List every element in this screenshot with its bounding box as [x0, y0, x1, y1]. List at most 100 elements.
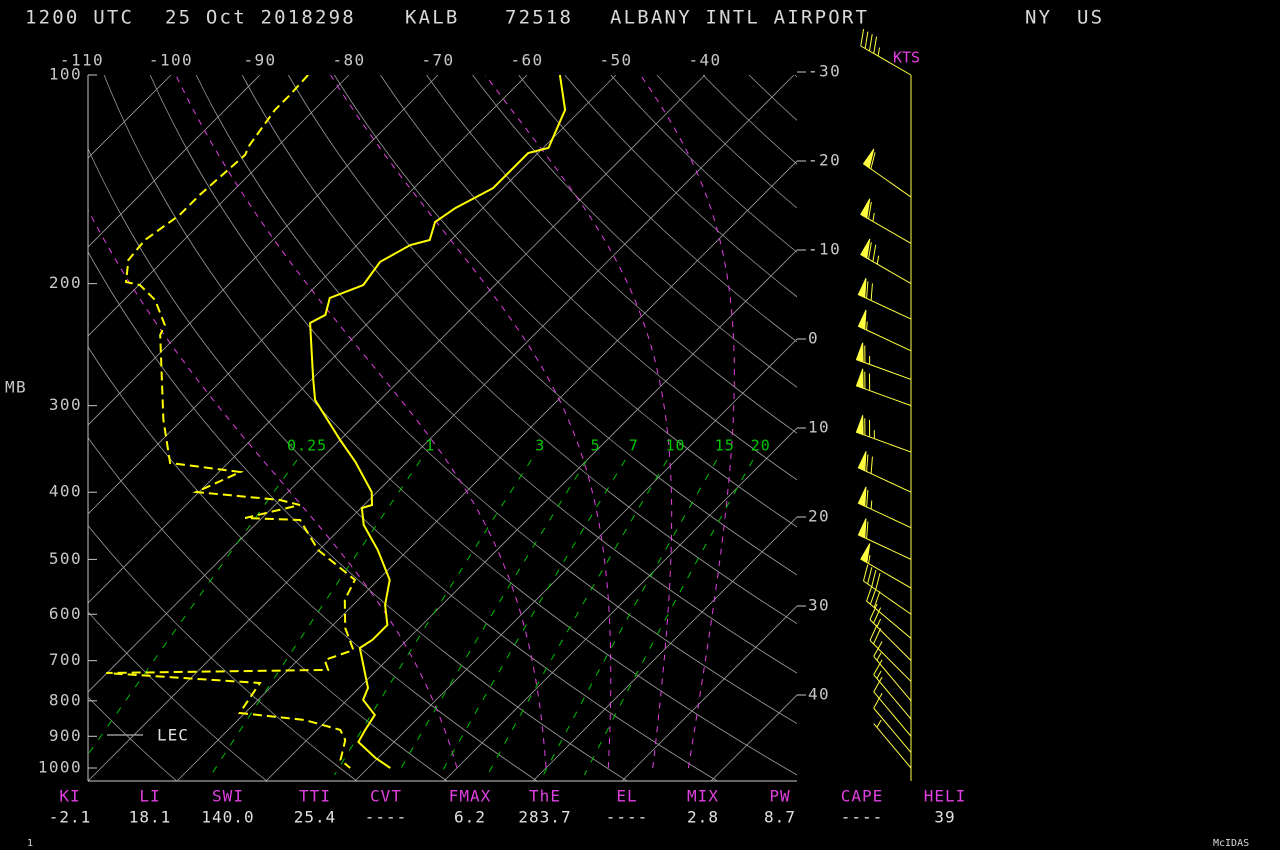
barb-staff [856, 359, 912, 380]
isotherm [532, 516, 797, 781]
index-value: 283.7 [518, 808, 571, 827]
isotherm [265, 249, 797, 781]
barb-feather [866, 521, 869, 539]
date: 25 Oct 2018298 [165, 7, 356, 29]
pressure-tick-label: 700 [49, 650, 82, 669]
barb-feather [863, 564, 869, 582]
barb-staff [873, 723, 912, 769]
mixing-ratio-label: 0.25 [287, 437, 327, 455]
mixing-ratio-label: 10 [666, 437, 686, 455]
barb-feather [870, 152, 876, 170]
dry-adiabat [702, 75, 797, 165]
pressure-tick-label: 500 [49, 549, 82, 568]
wind-barb [855, 415, 912, 453]
barb-feather [871, 570, 877, 587]
moist-adiabat [175, 75, 547, 769]
barb-feather [866, 281, 869, 299]
barb-staff [858, 294, 912, 320]
barb-staff [860, 254, 912, 285]
state: NY [1025, 7, 1052, 29]
header: 1200 UTC 25 Oct 2018298 KALB 72518 ALBAN… [25, 7, 1102, 29]
mixing-ratio-line [439, 459, 626, 776]
wind-barb [857, 451, 912, 493]
barb-feather [868, 201, 872, 220]
wind-barb [873, 719, 912, 769]
isotherm [88, 75, 528, 515]
barb-feather [873, 659, 883, 675]
mixing-ratio-line [542, 459, 718, 776]
station-id: 72518 [505, 7, 573, 29]
mixing-ratio-line [334, 459, 532, 776]
barb-staff [860, 213, 912, 244]
isotherm [88, 75, 795, 781]
moist-adiabat [330, 75, 612, 769]
barb-feather [867, 567, 873, 584]
pressure-tick-label: 300 [49, 395, 82, 414]
index-label: TTI [299, 787, 331, 806]
barb-feather [866, 454, 869, 472]
index-value: 2.8 [687, 808, 719, 827]
barb-staff [858, 502, 912, 529]
dry-adiabat [472, 75, 797, 388]
wind-barb [855, 368, 912, 407]
index-label: KI [59, 787, 80, 806]
barb-feather [870, 283, 873, 301]
right-temp-label: -30 [808, 62, 841, 81]
top-temp-label: -50 [599, 51, 632, 70]
dry-adiabat [88, 147, 719, 781]
isotherm [88, 75, 439, 426]
barb-half [876, 255, 880, 265]
barb-staff [860, 558, 912, 589]
station-name: ALBANY INTL AIRPORT [610, 7, 869, 29]
index-value: ---- [841, 808, 884, 827]
top-temp-label: -80 [332, 51, 365, 70]
barb-flag [857, 486, 867, 507]
moist-adiabat [640, 75, 735, 769]
barb-staff [873, 691, 912, 737]
barb-feather [869, 588, 877, 605]
wind-barb [857, 518, 912, 560]
dry-adiabat [88, 437, 448, 781]
isotherm [88, 75, 350, 337]
barb-feather [866, 584, 873, 602]
index-value: 18.1 [129, 808, 172, 827]
isotherm [354, 338, 797, 781]
wind-barb [857, 309, 912, 352]
barb-flag [857, 451, 867, 472]
dry-adiabat [88, 250, 628, 781]
isotherm [0, 75, 82, 783]
dry-adiabat [380, 75, 797, 481]
barb-feather [869, 603, 878, 620]
dry-adiabat [88, 524, 358, 781]
barb-feather [868, 34, 873, 52]
barb-staff [869, 640, 912, 682]
barb-half [876, 719, 882, 728]
dry-adiabat [610, 75, 797, 253]
barb-flag [862, 148, 875, 169]
station: KALB [405, 7, 460, 29]
wind-barb [873, 659, 912, 720]
barb-feather [872, 244, 877, 262]
right-temp-label: -10 [808, 240, 841, 259]
wind-barb [873, 693, 912, 753]
dry-adiabat [334, 75, 797, 528]
mixing-ratio-line [584, 459, 754, 776]
dry-adiabat [288, 75, 797, 576]
right-temp-label: 40 [808, 685, 830, 704]
barb-half [868, 555, 871, 564]
index-label: LI [139, 787, 160, 806]
barb-flag [857, 277, 867, 299]
mixing-ratio-label: 1 [425, 437, 435, 455]
barb-feather [873, 607, 882, 624]
barb-feather [873, 36, 878, 54]
index-value: ---- [606, 808, 649, 827]
index-value: -2.1 [49, 808, 92, 827]
moist-adiabat [484, 75, 673, 769]
dry-adiabat [518, 75, 797, 343]
barb-feather [868, 242, 872, 260]
barb-flag [857, 309, 867, 330]
barb-half [876, 618, 882, 627]
wind-barb [869, 624, 912, 682]
